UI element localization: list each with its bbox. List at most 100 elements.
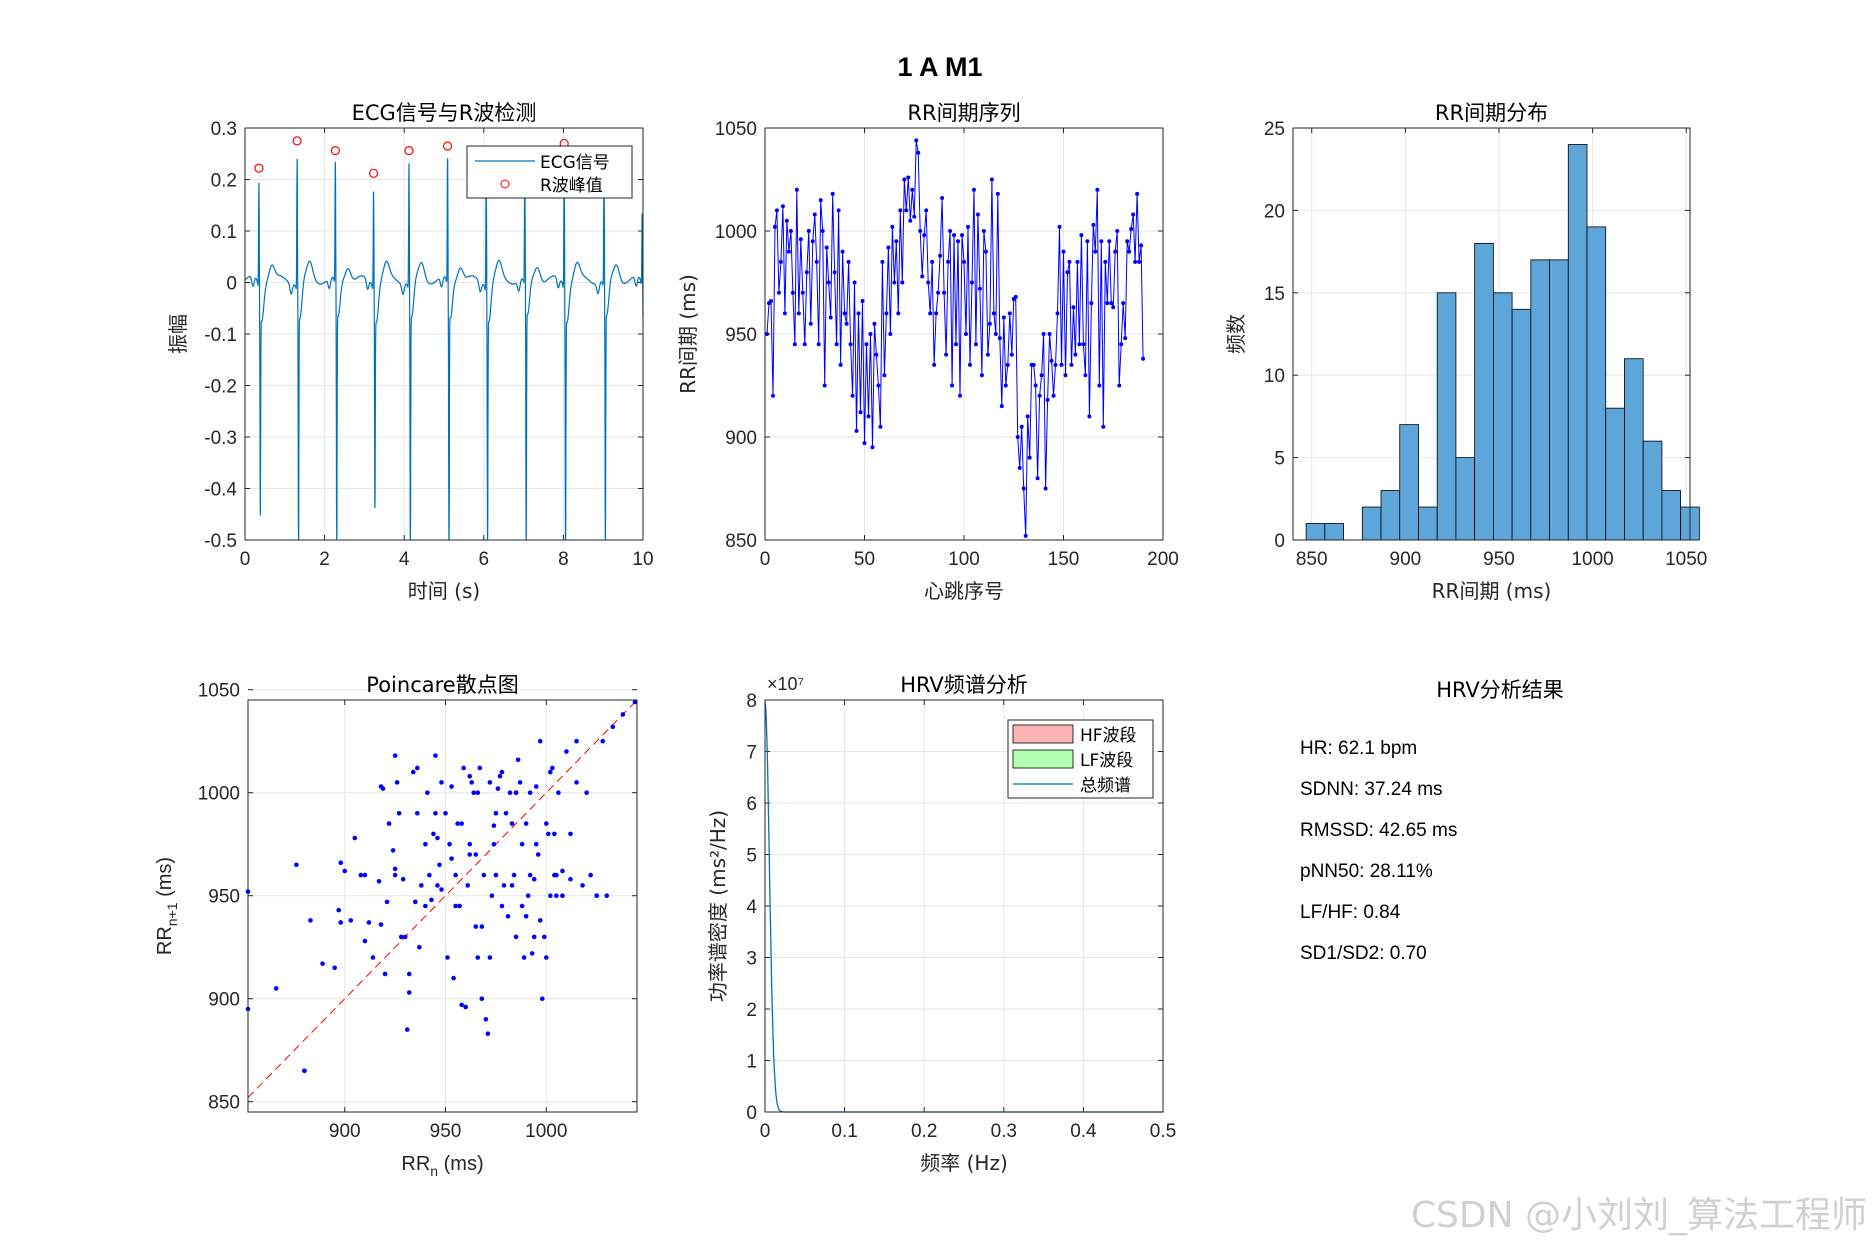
- y-tick-label: 850: [208, 1093, 240, 1114]
- rr-point: [1021, 486, 1026, 491]
- rr-point: [886, 245, 891, 250]
- histogram-bar: [1324, 523, 1344, 541]
- poincare-point: [459, 821, 464, 826]
- rr-point: [1119, 342, 1124, 347]
- y-tick-label: 5: [1274, 449, 1285, 470]
- results-rmssd: RMSSD: 42.65 ms: [1300, 820, 1457, 841]
- rr-point: [995, 191, 1000, 196]
- poincare-point: [548, 769, 553, 775]
- y-tick-label: 10: [1264, 366, 1285, 387]
- identity-line: [247, 699, 638, 1098]
- rr-point: [956, 239, 961, 244]
- x-tick-label: 50: [854, 549, 875, 570]
- ecg-legend: ECG信号 R波峰值: [466, 145, 633, 199]
- rr-point: [786, 249, 791, 254]
- poincare-point: [435, 835, 440, 841]
- poincare-point: [554, 872, 559, 878]
- axes-frame: [1292, 127, 1691, 541]
- poincare-point: [455, 821, 460, 826]
- rr-point: [780, 204, 785, 209]
- rr-point: [920, 274, 925, 279]
- results-title: HRV分析结果: [1436, 678, 1564, 702]
- rr-point: [804, 270, 809, 275]
- rr-point: [1019, 424, 1024, 429]
- poincare-point: [477, 765, 483, 771]
- rr-point: [890, 224, 895, 229]
- rr-point: [954, 342, 959, 347]
- rr-point: [844, 321, 849, 326]
- poincare-point: [308, 918, 313, 923]
- histogram-bar: [1455, 457, 1476, 541]
- rr-point: [884, 311, 889, 316]
- y-axis-label: 振幅: [166, 314, 190, 354]
- rr-point: [814, 259, 819, 264]
- rr-point: [778, 259, 783, 264]
- poincare-point: [400, 876, 406, 882]
- rr-point: [908, 218, 913, 223]
- rr-point: [940, 196, 945, 201]
- y-tick-label: 0.3: [211, 119, 237, 140]
- rr-point: [1071, 305, 1076, 310]
- x-tick-label: 900: [329, 1121, 361, 1142]
- poincare-point: [519, 903, 525, 909]
- rr-point: [977, 286, 982, 291]
- rr-point: [770, 393, 775, 398]
- rr-point: [834, 342, 839, 347]
- rr-point: [1047, 332, 1052, 336]
- rr-point: [965, 224, 970, 229]
- ticks: 900 950 1000 850 900 950 1000 1050: [198, 681, 637, 1142]
- rr-point: [1075, 259, 1080, 264]
- rr-point: [822, 383, 827, 388]
- histogram-bar: [1567, 144, 1588, 541]
- rr-point: [850, 393, 855, 398]
- poincare-point: [473, 924, 479, 929]
- rr-point: [989, 177, 994, 182]
- poincare-point: [471, 790, 477, 795]
- poincare-point: [479, 924, 485, 929]
- poincare-point: [503, 811, 509, 816]
- poincare-point: [517, 780, 523, 785]
- poincare-point: [535, 852, 541, 857]
- x-tick-label: 0.2: [911, 1121, 937, 1142]
- rr-point: [942, 290, 947, 295]
- poincare-point: [384, 899, 390, 905]
- poincare-point: [402, 934, 408, 940]
- poincare-point: [302, 1068, 307, 1074]
- chart-title: ECG信号与R波检测: [352, 101, 537, 125]
- rr-point: [906, 175, 911, 180]
- poincare-point: [457, 903, 462, 909]
- rr-point: [1115, 229, 1120, 233]
- rr-point: [900, 280, 905, 285]
- data-layer: [1305, 144, 1700, 541]
- x-tick-label: 950: [1483, 549, 1515, 570]
- rr-point: [768, 299, 773, 304]
- rr-point: [894, 239, 899, 244]
- y-tick-label: 4: [746, 897, 757, 918]
- rr-point: [788, 229, 793, 233]
- x-axis-label: RR间期 (ms): [1432, 579, 1552, 603]
- y-axis-label: 功率谱密度 (ms²/Hz): [706, 810, 730, 1002]
- y-tick-label: 7: [746, 743, 757, 764]
- chart-title: RR间期序列: [907, 101, 1020, 125]
- poincare-point: [544, 955, 549, 960]
- x-axis-label: RRn (ms): [401, 1153, 483, 1179]
- data-layer: [244, 136, 644, 541]
- poincare-point: [390, 848, 396, 853]
- poincare-point: [443, 811, 448, 816]
- rr-point: [1089, 301, 1094, 306]
- poincare-point: [378, 922, 384, 927]
- y-tick-label: 0: [746, 1103, 757, 1124]
- legend-label-rpeak: R波峰值: [540, 176, 603, 196]
- poincare-point: [362, 938, 368, 944]
- y-tick-label: 6: [746, 794, 757, 815]
- y-tick-label: 0.2: [211, 171, 237, 192]
- rr-point: [1005, 362, 1010, 367]
- poincare-point: [546, 831, 551, 837]
- poincare-point: [515, 757, 521, 763]
- rr-point: [870, 445, 875, 450]
- ticks: 850 900 950 1000 1050 0 5 10 15 20 25: [1264, 119, 1708, 570]
- poincare-point: [519, 841, 525, 847]
- rr-point: [1059, 362, 1064, 367]
- legend-label-ecg: ECG信号: [540, 153, 610, 173]
- y-tick-label: -0.1: [204, 325, 237, 346]
